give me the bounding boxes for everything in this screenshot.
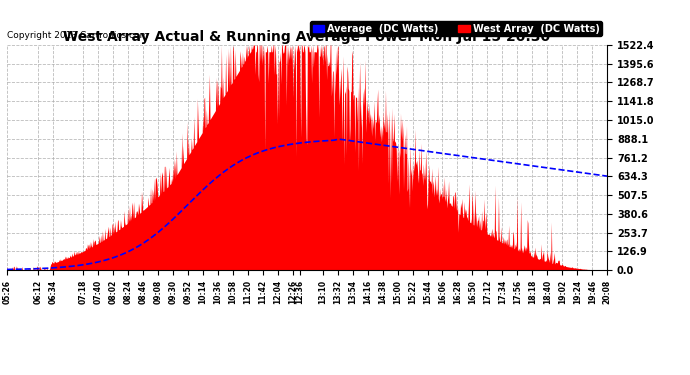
Legend: Average  (DC Watts), West Array  (DC Watts): Average (DC Watts), West Array (DC Watts… <box>310 21 602 36</box>
Text: Copyright 2013 Cartronics.com: Copyright 2013 Cartronics.com <box>7 32 148 40</box>
Title: West Array Actual & Running Average Power Mon Jul 15 20:30: West Array Actual & Running Average Powe… <box>63 30 551 44</box>
